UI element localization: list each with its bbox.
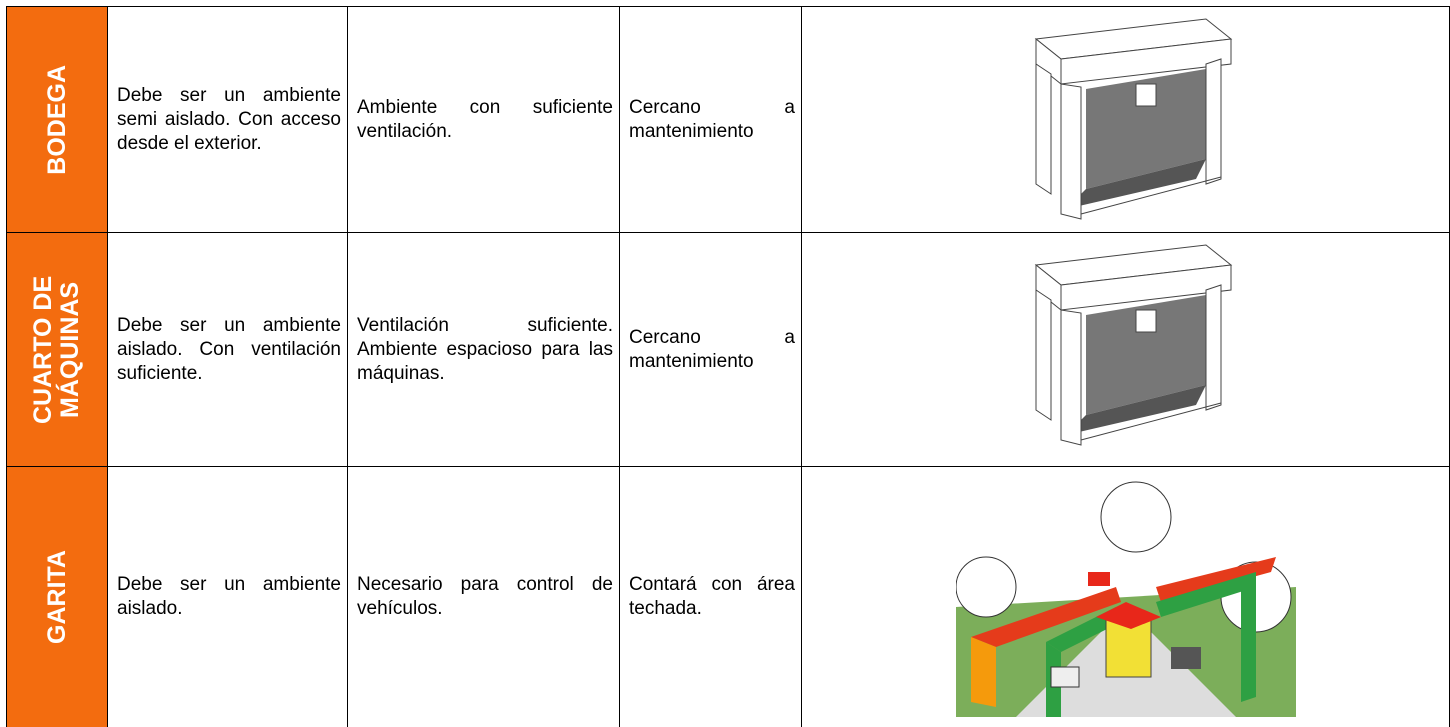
cell: Debe ser un ambiente aislado. xyxy=(107,466,348,727)
label-cell: GARITA xyxy=(6,466,108,727)
pavilion-sketch xyxy=(1034,17,1232,220)
row-label: BODEGA xyxy=(42,64,71,175)
cell: Ventilación suficiente. Ambiente espacio… xyxy=(347,232,620,467)
cell: Contará con área techada. xyxy=(619,466,802,727)
cell: Necesario para control de vehículos. xyxy=(347,466,620,727)
pavilion-sketch xyxy=(1034,243,1232,446)
cell: Cercano a mantenimiento xyxy=(619,6,802,233)
cell: Debe ser un ambiente aislado. Con ventil… xyxy=(107,232,348,467)
row: GARITA Debe ser un ambiente aislado. Nec… xyxy=(6,466,1450,727)
row: BODEGA Debe ser un ambiente semi aislado… xyxy=(6,6,1450,233)
row-label: CUARTO DE MÁQUINAS xyxy=(29,275,84,424)
label-cell: CUARTO DE MÁQUINAS xyxy=(6,232,108,467)
row-label: GARITA xyxy=(42,549,71,644)
row: CUARTO DE MÁQUINAS Debe ser un ambiente … xyxy=(6,232,1450,467)
label-cell: BODEGA xyxy=(6,6,108,233)
picture-cell xyxy=(801,232,1450,467)
cell: Debe ser un ambiente semi aislado. Con a… xyxy=(107,6,348,233)
cell: Cercano a mantenimiento xyxy=(619,232,802,467)
picture-cell xyxy=(801,6,1450,233)
cell: Ambiente con suficiente ventilación. xyxy=(347,6,620,233)
table: BODEGA Debe ser un ambiente semi aislado… xyxy=(6,6,1450,727)
gate-sketch xyxy=(955,481,1296,717)
picture-cell xyxy=(801,466,1450,727)
